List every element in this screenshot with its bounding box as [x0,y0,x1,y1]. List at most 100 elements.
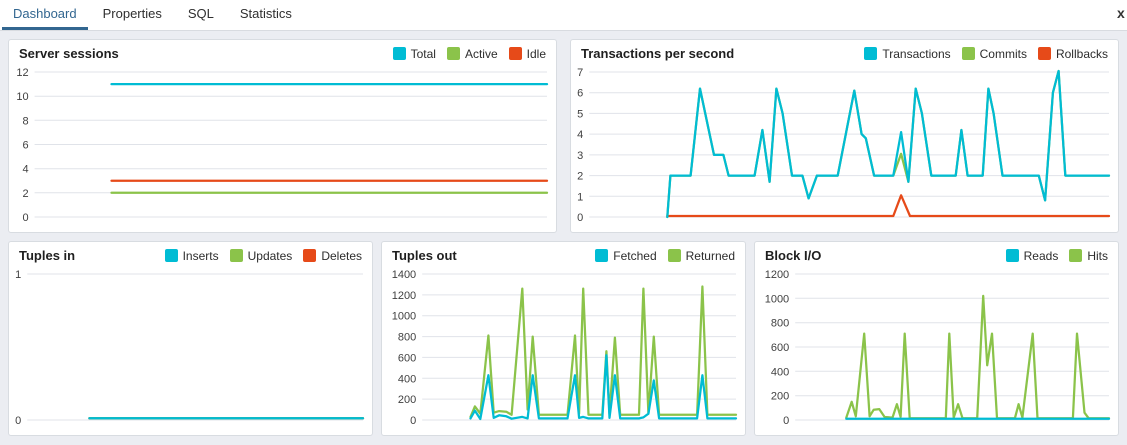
legend-item-hits: Hits [1069,249,1108,263]
y-tick-label: 6 [577,88,583,100]
close-icon[interactable]: x [1117,5,1125,21]
legend-label: Deletes [321,248,362,263]
legend-item-commits: Commits [961,46,1027,61]
panel-header: Server sessions Total Active Idle [9,40,556,62]
legend: Inserts Updates Deletes [154,249,362,263]
panel-server-sessions: Server sessions Total Active Idle 0 2 4 6 8 10 1… [8,39,557,233]
legend-label: Idle [526,46,546,61]
y-tick-label: 800 [398,332,416,344]
legend-label: Updates [247,248,293,263]
panel-transactions-per-second: Transactions per second Transactions Comm… [570,39,1119,233]
legend: Total Active Idle [382,47,546,61]
panel-header: Tuples out Fetched Returned [382,242,745,264]
chart-svg: 0 2 4 6 8 10 12 [16,67,549,224]
chart-svg: 0 200 400 600 800 1000 1200 1400 [392,269,738,427]
legend-swatch-fetched [595,249,609,262]
series-line-rollbacks [666,194,1111,218]
y-tick-label: 0 [22,212,28,224]
legend-item-reads: Reads [1005,248,1059,263]
y-tick-label: 1000 [392,311,416,323]
legend-swatch-commits [961,47,975,60]
y-tick-label: 6 [22,140,28,152]
chart-svg: 0 1 2 3 4 5 6 7 [577,67,1111,224]
y-tick-label: 1400 [392,269,416,281]
legend-swatch-active [446,47,460,60]
legend: Fetched Returned [584,249,735,263]
y-tick-label: 200 [398,394,416,406]
legend-item-updates: Updates [229,248,293,263]
y-tick-label: 2 [577,171,583,183]
tab-properties[interactable]: Properties [102,6,162,21]
y-tick-label: 400 [771,366,789,378]
legend-item-transactions: Transactions [864,47,951,61]
legend-item-inserts: Inserts [164,248,219,263]
legend-swatch-reads [1005,249,1019,262]
legend-label: Inserts [182,248,219,263]
legend: Transactions Commits Rollbacks [853,47,1108,61]
legend-swatch-idle [508,47,522,60]
y-tick-label: 0 [15,415,21,427]
legend: Reads Hits [995,249,1108,263]
y-tick-label: 800 [771,318,789,330]
panel-block-io: Block I/O Reads Hits 0 200 400 600 800 1000 120… [754,241,1119,436]
panel-title: Tuples in [19,248,76,263]
dashboard-row-top: Server sessions Total Active Idle 0 2 4 6 8 10 1… [8,39,1119,233]
tab-statistics[interactable]: Statistics [239,6,292,21]
panel-title: Transactions per second [581,46,735,61]
y-tick-label: 200 [771,391,789,403]
panel-tuples-out: Tuples out Fetched Returned 0 200 400 600 800… [381,241,746,436]
chart-svg: 0 200 400 600 800 1000 1200 [765,269,1111,427]
series-line-fetched [469,354,738,421]
legend-label: Total [410,46,436,61]
legend-swatch-total [392,47,406,60]
chart-tuples-out: 0 200 400 600 800 1000 1200 1400 [382,264,745,435]
legend-label: Reads [1023,248,1059,263]
legend-item-total: Total [392,46,436,61]
legend-item-active: Active [446,46,498,61]
y-tick-label: 2 [22,188,28,200]
panel-title: Tuples out [392,248,457,263]
legend-label: Fetched [613,248,657,263]
legend-item-returned: Returned [667,248,735,263]
panel-header: Block I/O Reads Hits [755,242,1118,264]
chart-server-sessions: 0 2 4 6 8 10 12 [9,62,556,232]
y-tick-label: 1 [15,269,21,281]
y-tick-label: 4 [577,129,583,141]
chart-block-io: 0 200 400 600 800 1000 1200 [755,264,1118,435]
chart-transactions-per-second: 0 1 2 3 4 5 6 7 [571,62,1118,232]
tab-sql[interactable]: SQL [187,6,214,21]
tab-dashboard[interactable]: Dashboard [2,0,88,30]
legend-swatch-inserts [164,249,178,262]
legend-item-fetched: Fetched [595,248,657,263]
y-tick-label: 1200 [392,290,416,302]
legend-label: Active [464,46,498,61]
y-tick-label: 400 [398,373,416,385]
y-tick-label: 5 [577,108,583,120]
series-line-hits [845,294,1111,420]
legend-swatch-hits [1069,249,1083,262]
legend-swatch-returned [667,249,681,262]
legend-label: Returned [685,248,735,263]
y-tick-label: 8 [22,115,28,127]
series-line-returned [469,285,738,419]
legend-swatch-updates [229,249,243,262]
series-line-transactions [666,69,1111,219]
legend-label: Rollbacks [1055,46,1108,61]
y-tick-label: 600 [771,342,789,354]
legend-item-rollbacks: Rollbacks [1037,46,1108,61]
dashboard-content: Server sessions Total Active Idle 0 2 4 6 8 10 1… [0,31,1127,444]
y-tick-label: 1200 [765,269,789,281]
legend-item-idle: Idle [508,46,546,61]
y-tick-label: 3 [577,150,583,162]
tab-bar: Dashboard Properties SQL Statistics x [0,0,1127,31]
panel-header: Tuples in Inserts Updates Deletes [9,242,372,264]
panel-title: Server sessions [19,46,119,61]
chart-svg: 01 [15,269,365,427]
y-tick-label: 0 [410,415,416,427]
panel-title: Block I/O [765,248,822,263]
legend-label: Commits [979,46,1027,61]
y-tick-label: 7 [577,67,583,79]
